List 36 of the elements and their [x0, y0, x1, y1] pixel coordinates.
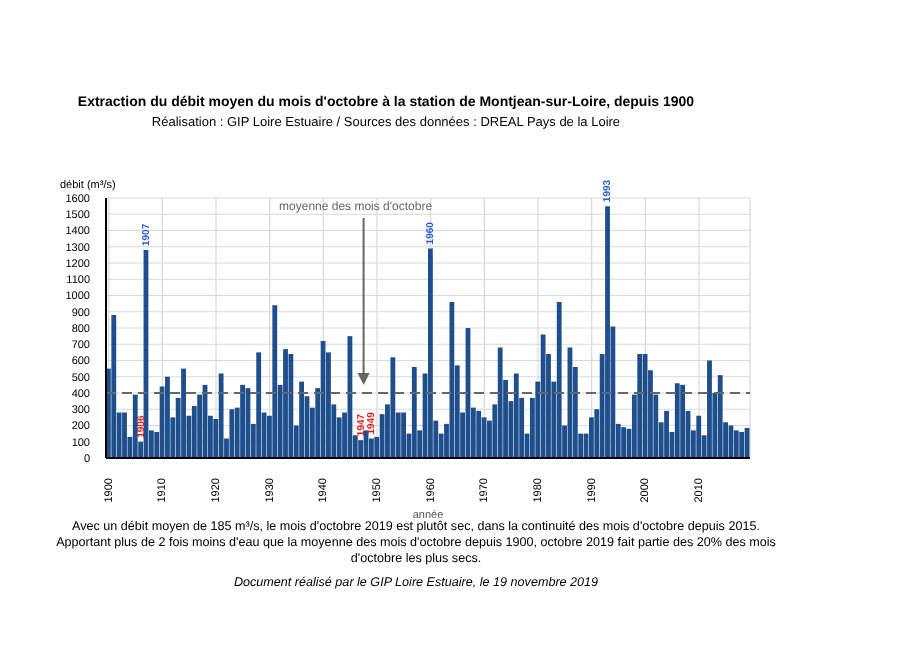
bar	[122, 412, 127, 458]
bar	[240, 384, 245, 458]
bar	[733, 430, 739, 458]
bar	[165, 376, 170, 458]
bar	[401, 412, 406, 458]
bar	[218, 373, 224, 458]
bar	[272, 305, 278, 458]
bar	[111, 315, 117, 458]
bar	[476, 410, 482, 458]
bar	[739, 432, 745, 458]
bar	[283, 349, 288, 458]
bar	[605, 206, 610, 458]
bar	[368, 438, 374, 458]
bar	[621, 427, 627, 458]
bar	[717, 375, 723, 458]
bar	[132, 394, 138, 458]
bar	[664, 410, 669, 458]
bar	[674, 383, 680, 458]
bar	[449, 302, 455, 458]
bar	[556, 302, 562, 458]
bar	[696, 415, 702, 458]
bar	[390, 357, 396, 458]
bar	[513, 373, 519, 458]
bar	[589, 417, 594, 458]
bar	[299, 381, 305, 458]
bar	[256, 352, 262, 458]
bar	[707, 360, 712, 458]
bar	[540, 334, 546, 458]
bar	[680, 384, 686, 458]
bar	[229, 409, 235, 458]
bar	[411, 367, 417, 458]
bar	[288, 354, 294, 458]
bar	[637, 354, 643, 458]
bar	[497, 347, 503, 458]
bar	[428, 248, 433, 458]
bar	[181, 368, 186, 458]
